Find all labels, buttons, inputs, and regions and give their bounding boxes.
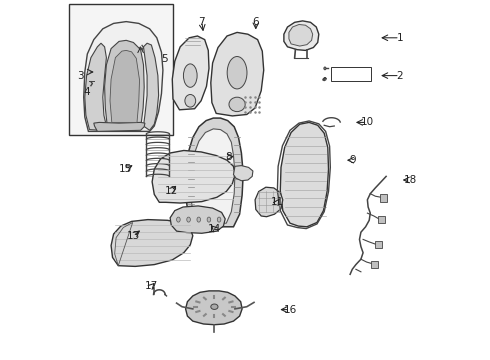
Text: 2: 2: [396, 71, 403, 81]
Text: 6: 6: [252, 17, 259, 27]
Polygon shape: [110, 50, 140, 122]
Polygon shape: [170, 206, 225, 233]
Polygon shape: [85, 43, 106, 130]
Text: 12: 12: [165, 186, 178, 196]
Polygon shape: [152, 150, 235, 203]
Polygon shape: [284, 21, 319, 50]
Text: 1: 1: [396, 33, 403, 43]
Ellipse shape: [229, 97, 245, 112]
Polygon shape: [94, 122, 145, 131]
Polygon shape: [104, 40, 144, 128]
Polygon shape: [144, 43, 159, 130]
Polygon shape: [172, 36, 209, 110]
Polygon shape: [280, 122, 328, 227]
Bar: [378, 216, 386, 223]
Text: 17: 17: [145, 281, 158, 291]
Text: 15: 15: [119, 164, 132, 174]
Polygon shape: [211, 32, 264, 116]
Ellipse shape: [324, 67, 326, 70]
Ellipse shape: [187, 217, 191, 222]
Text: 7: 7: [198, 17, 205, 27]
Ellipse shape: [207, 217, 211, 222]
Text: 8: 8: [225, 152, 232, 162]
Text: 18: 18: [404, 175, 417, 185]
Text: 4: 4: [83, 87, 90, 97]
Bar: [374, 241, 382, 248]
Polygon shape: [233, 166, 253, 181]
Ellipse shape: [183, 64, 197, 87]
Ellipse shape: [227, 57, 247, 89]
Polygon shape: [255, 187, 283, 217]
Ellipse shape: [217, 217, 221, 222]
Text: 10: 10: [361, 117, 374, 127]
Bar: [69, 4, 173, 135]
Bar: [331, 67, 371, 81]
Polygon shape: [190, 129, 235, 223]
Text: 5: 5: [161, 54, 167, 64]
Polygon shape: [186, 118, 243, 227]
Polygon shape: [84, 22, 163, 131]
Text: 14: 14: [208, 224, 221, 234]
Text: 11: 11: [271, 197, 284, 207]
Polygon shape: [289, 24, 313, 46]
Ellipse shape: [211, 304, 218, 310]
Ellipse shape: [185, 95, 196, 107]
Text: 16: 16: [283, 305, 296, 315]
Text: 9: 9: [350, 155, 356, 165]
Bar: [371, 261, 378, 268]
Text: 13: 13: [127, 231, 140, 241]
Ellipse shape: [176, 217, 180, 222]
Polygon shape: [111, 220, 193, 266]
Ellipse shape: [197, 217, 200, 222]
Polygon shape: [186, 291, 242, 325]
Text: 3: 3: [77, 71, 83, 81]
Bar: [380, 194, 387, 202]
